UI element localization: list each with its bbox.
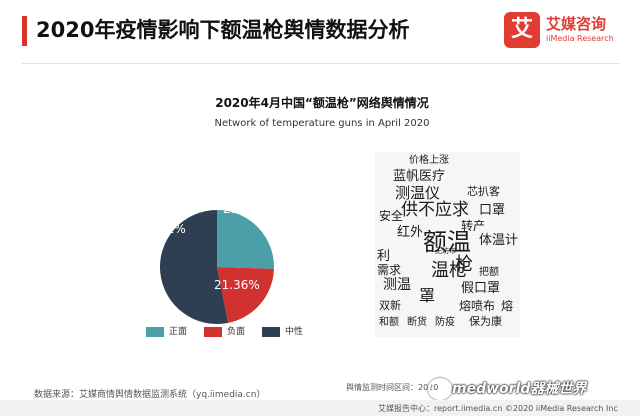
footer-text: 艾媒报告中心：report.iimedia.cn ©2020 iiMedia R…: [378, 404, 618, 413]
page-title: 2020年疫情影响下额温枪舆情数据分析: [36, 18, 410, 42]
cloud-word: 测温: [383, 277, 411, 293]
cloud-word: 蓝帆医疗: [393, 169, 446, 184]
header-divider: [22, 63, 620, 64]
wechat-icon: [428, 378, 452, 400]
brand-logo: 艾 艾媒咨询 iiMedia Research: [504, 10, 624, 54]
chart-legend: 正面 负面 中性: [146, 325, 326, 339]
pie-label-neutral: 53.12%: [140, 222, 186, 236]
legend-label-negative: 负面: [227, 327, 246, 337]
cloud-word: 价格上涨: [409, 155, 449, 166]
cloud-word: 口罩: [479, 203, 506, 218]
pie-slice-neutral: [160, 210, 229, 324]
cloud-word: 红外: [397, 225, 424, 240]
cloud-word: 假口罩: [461, 281, 501, 296]
pie-slice-negative: [217, 267, 274, 323]
word-cloud: 价格上涨 蓝帆医疗 测温仪 芯扒客 供不应求 口罩 转产 额温 体温计 红外 枪…: [375, 152, 520, 337]
logo-subtitle: iiMedia Research: [546, 34, 614, 43]
cloud-word: 体温计: [479, 233, 519, 248]
pie-label-positive: 25.52%: [223, 202, 269, 216]
title-accent-bar: [22, 16, 27, 46]
cloud-word: 测温仪: [395, 184, 441, 202]
footer-bar: 艾媒报告中心：report.iimedia.cn ©2020 iiMedia R…: [0, 400, 640, 416]
chart-subtitle: Network of temperature guns in April 202…: [214, 118, 430, 129]
cloud-word: 和额: [379, 317, 399, 328]
pie-chart: [160, 210, 274, 324]
cloud-word: 额温: [423, 228, 471, 256]
legend-swatch-positive: [146, 327, 164, 337]
monitor-period: 舆情监测时间区间：2020: [346, 383, 439, 392]
cloud-word: 把额: [479, 267, 499, 278]
cloud-word: 利: [377, 249, 391, 264]
chart-title: 2020年4月中国“额温枪”网络舆情情况: [215, 96, 429, 110]
cloud-word: 双新: [379, 299, 401, 312]
logo-name: 艾媒咨询: [546, 15, 607, 33]
cloud-word: 熔喷布: [459, 299, 496, 313]
legend-label-neutral: 中性: [285, 327, 304, 337]
watermark: medworld器械世界: [452, 381, 587, 397]
legend-label-positive: 正面: [169, 327, 188, 337]
data-source: 数据来源：艾媒商情舆情数据监测系统（yq.iimedia.cn）: [34, 390, 266, 400]
cloud-word: 供不应求: [401, 200, 469, 220]
cloud-word: 芯扒客: [467, 185, 500, 198]
cloud-word: 防疫: [435, 317, 455, 328]
cloud-word: 罩: [419, 286, 436, 305]
logo-mark: 艾: [504, 12, 540, 48]
cloud-word: 转产: [461, 219, 486, 233]
cloud-word: 安全: [379, 209, 404, 223]
header: 2020年疫情影响下额温枪舆情数据分析 艾 艾媒咨询 iiMedia Resea…: [0, 0, 640, 64]
cloud-word: 保为康: [469, 315, 502, 328]
cloud-word: 枪: [455, 254, 473, 275]
cloud-word: 无坊布: [435, 247, 456, 255]
pie-label-negative: 21.36%: [214, 278, 260, 292]
pie-slice-positive: [217, 210, 274, 269]
cloud-word: 断货: [407, 317, 427, 328]
legend-swatch-negative: [204, 327, 222, 337]
cloud-word: 需求: [377, 263, 402, 277]
legend-swatch-neutral: [262, 327, 280, 337]
cloud-word: 温枪: [431, 260, 467, 281]
cloud-word: 熔: [501, 299, 514, 313]
